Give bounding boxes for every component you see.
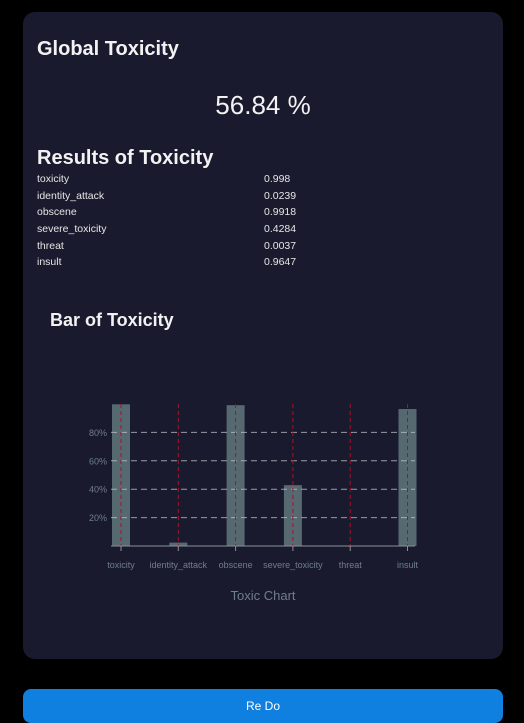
x-tick-label: threat [339,560,363,570]
result-score: 0.0239 [264,189,297,202]
result-label: identity_attack [37,189,105,202]
result-label: severe_toxicity [37,223,107,236]
result-row: toxicity 0.998 [37,173,457,190]
global-toxicity-title: Global Toxicity [37,38,179,60]
result-score: 0.4284 [264,223,297,236]
y-tick-label: 40% [89,485,107,495]
result-row: obscene 0.9918 [37,206,457,223]
result-label: threat [37,239,64,252]
result-score: 0.9647 [264,256,297,269]
chart-title: Bar of Toxicity [50,310,174,330]
redo-button[interactable]: Re Do [23,689,503,723]
y-tick-label: 60% [89,456,107,466]
global-toxicity-value: 56.84 % [215,90,311,120]
result-row: identity_attack 0.0239 [37,190,457,207]
result-row: threat 0.0037 [37,240,457,257]
x-tick-label: obscene [219,560,253,570]
x-tick-label: identity_attack [150,560,208,570]
results-title: Results of Toxicity [37,147,214,169]
result-score: 0.998 [264,173,291,185]
result-label: toxicity [37,173,70,185]
result-row: severe_toxicity 0.4284 [37,223,457,240]
results-list: toxicity 0.998 identity_attack 0.0239 obscen… [37,173,457,273]
result-score: 0.9918 [264,206,297,219]
result-label: obscene [37,206,77,219]
toxicity-card: Global Toxicity 56.84 % Results of Toxic… [23,12,503,659]
result-row: insult 0.9647 [37,256,457,273]
x-tick-label: severe_toxicity [263,560,323,570]
x-tick-label: insult [397,560,419,570]
x-axis-title: Toxic Chart [230,588,295,603]
result-score: 0.0037 [264,239,297,252]
bar-severe_toxicity [283,485,302,546]
y-tick-label: 20% [89,513,107,523]
result-label: insult [37,256,62,269]
toxic-bar-chart: 20% 40% 60% 80% toxicity identity_attack obsce… [89,404,419,603]
y-tick-label: 80% [89,428,107,438]
x-tick-label: toxicity [107,560,135,570]
